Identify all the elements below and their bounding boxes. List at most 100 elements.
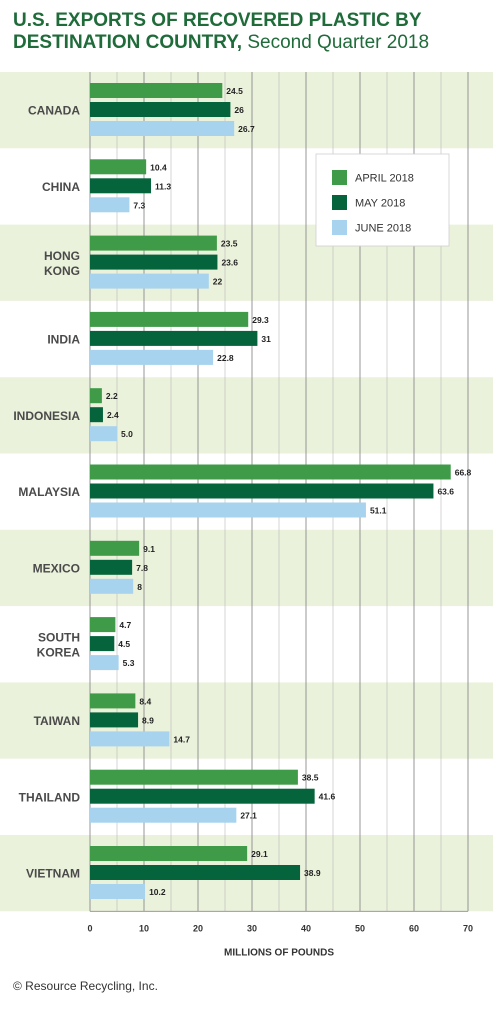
- bar: [90, 865, 301, 880]
- legend-swatch: [332, 170, 347, 185]
- bar-value-label: 10.4: [150, 162, 167, 172]
- category-label: VIETNAM: [26, 867, 80, 881]
- bar: [90, 731, 170, 747]
- category-label: MEXICO: [33, 561, 80, 575]
- bar-value-label: 7.8: [136, 563, 148, 573]
- x-tick-label: 10: [139, 923, 149, 933]
- chart-title: U.S. EXPORTS OF RECOVERED PLASTIC BY DES…: [13, 10, 483, 54]
- bar: [90, 254, 218, 270]
- bar-value-label: 2.4: [107, 410, 119, 420]
- x-tick-label: 60: [409, 923, 419, 933]
- bar: [90, 884, 146, 899]
- legend-label: MAY 2018: [355, 198, 405, 210]
- bar-value-label: 51.1: [370, 506, 387, 516]
- bar: [90, 407, 103, 423]
- chart-title-sub: Second Quarter 2018: [242, 32, 430, 53]
- bar-value-label: 8: [137, 582, 142, 592]
- bar-value-label: 23.5: [221, 239, 238, 249]
- bar-value-label: 5.0: [121, 429, 133, 439]
- bar-value-label: 31: [261, 334, 271, 344]
- bar-value-label: 5.3: [123, 658, 135, 668]
- bar: [90, 693, 136, 709]
- bar-marks: 24.5 10.4 23.5 29.3 2.2 66.8 9.1 4.7 8.4 38.5 29.1…: [90, 83, 472, 899]
- bar-value-label: 26.7: [238, 124, 255, 134]
- x-tick-label: 50: [355, 923, 365, 933]
- category-label: KONG: [44, 264, 80, 278]
- category-bands: [0, 72, 493, 912]
- legend-swatch: [332, 195, 347, 210]
- legend-swatch: [332, 220, 347, 235]
- bar: [90, 636, 115, 652]
- category-band: [0, 529, 493, 607]
- bar-value-label: 26: [234, 105, 244, 115]
- bar-value-label: 8.9: [142, 715, 154, 725]
- bar-value-label: 4.5: [118, 639, 130, 649]
- category-label: KOREA: [37, 645, 81, 659]
- category-label: TAIWAN: [34, 714, 80, 728]
- bar: [90, 559, 133, 575]
- bar: [90, 655, 119, 671]
- bar: [90, 197, 130, 213]
- bar: [90, 273, 209, 289]
- category-label: CANADA: [28, 104, 80, 118]
- x-tick-label: 30: [247, 923, 257, 933]
- bar-value-label: 4.7: [119, 620, 131, 630]
- bar: [90, 769, 298, 785]
- bar: [90, 788, 315, 804]
- bar: [90, 617, 116, 633]
- bar: [90, 807, 237, 823]
- x-tick-label: 70: [463, 923, 473, 933]
- bar: [90, 349, 214, 365]
- bar: [90, 178, 152, 194]
- bar-value-label: 29.1: [251, 849, 268, 859]
- bar-value-label: 7.3: [133, 200, 145, 210]
- bar: [90, 388, 102, 404]
- x-tick-label: 40: [301, 923, 311, 933]
- bar: [90, 235, 217, 251]
- bar: [90, 846, 248, 861]
- category-label: CHINA: [42, 180, 80, 194]
- category-band: [0, 72, 493, 149]
- legend-label: JUNE 2018: [355, 223, 411, 235]
- bar: [90, 311, 249, 327]
- bar: [90, 426, 117, 442]
- bar-value-label: 23.6: [221, 258, 238, 268]
- bar-value-label: 29.3: [252, 315, 269, 325]
- bar-value-label: 24.5: [226, 86, 243, 96]
- bar-value-label: 63.6: [437, 487, 454, 497]
- bar: [90, 121, 235, 136]
- bar: [90, 540, 140, 556]
- category-label: HONG: [44, 249, 80, 263]
- legend-label: APRIL 2018: [355, 173, 414, 185]
- bar: [90, 712, 139, 728]
- bar-value-label: 27.1: [240, 811, 257, 821]
- bar: [90, 483, 434, 499]
- bar-value-label: 10.2: [149, 887, 166, 897]
- bar-value-label: 2.2: [106, 391, 118, 401]
- chart-title-main: U.S. EXPORTS OF RECOVERED PLASTIC BY DES…: [13, 10, 422, 53]
- category-label: INDONESIA: [13, 409, 80, 423]
- category-label: MALAYSIA: [18, 485, 80, 499]
- x-tick-label: 20: [193, 923, 203, 933]
- x-axis: 0 10 20 30 40 50 60 70 MILLIONS OF POUNDS: [87, 910, 473, 958]
- category-band: [0, 682, 493, 759]
- bar: [90, 102, 231, 117]
- bar: [90, 578, 134, 594]
- category-label: THAILAND: [19, 790, 81, 804]
- grouped-bar-chart: 24.5 10.4 23.5 29.3 2.2 66.8 9.1 4.7 8.4 38.5 29.1…: [0, 72, 493, 958]
- bar-value-label: 9.1: [143, 544, 155, 554]
- bar-value-label: 66.8: [455, 468, 472, 478]
- bar: [90, 159, 147, 175]
- bar: [90, 464, 451, 480]
- bar-value-label: 38.5: [302, 773, 319, 783]
- category-label: SOUTH: [38, 630, 80, 644]
- bar: [90, 330, 258, 346]
- source-credit: © Resource Recycling, Inc.: [13, 979, 158, 993]
- bar-value-label: 38.9: [304, 868, 321, 878]
- bar-value-label: 41.6: [319, 792, 336, 802]
- bar: [90, 502, 366, 518]
- category-label: INDIA: [47, 333, 80, 347]
- bar-value-label: 14.7: [173, 734, 190, 744]
- x-tick-label: 0: [87, 923, 92, 933]
